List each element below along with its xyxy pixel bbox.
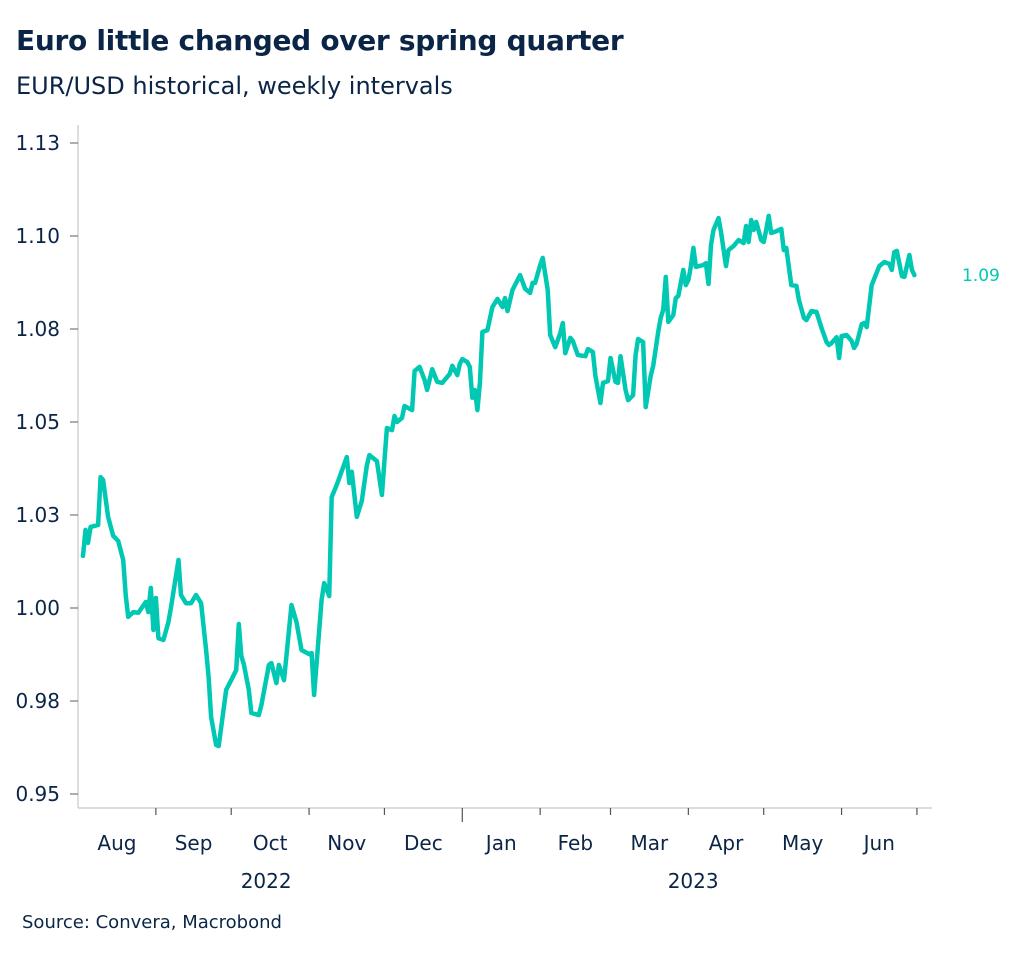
year-label: 2023 — [668, 869, 719, 893]
x-tick-label: Aug — [97, 831, 136, 855]
last-value-label: 1.09 — [962, 266, 1000, 286]
y-tick-label: 1.13 — [15, 131, 60, 155]
x-tick-label: Dec — [404, 831, 443, 855]
source-note: Source: Convera, Macrobond — [22, 912, 282, 933]
y-tick-label: 1.03 — [15, 503, 60, 527]
x-tick-label: Jan — [484, 831, 517, 855]
chart-subtitle: EUR/USD historical, weekly intervals — [16, 72, 453, 100]
x-tick-label: Nov — [327, 831, 366, 855]
y-tick-label: 1.10 — [15, 224, 60, 248]
eur-usd-line — [80, 213, 917, 749]
y-tick-label: 1.00 — [15, 596, 60, 620]
x-tick-label: May — [782, 831, 824, 855]
y-tick-label: 0.98 — [15, 689, 60, 713]
x-axis: Aug Sep Oct Nov Dec Jan Feb Mar Apr May Jun 2022 202… — [97, 808, 918, 893]
y-tick-label: 1.05 — [15, 410, 60, 434]
x-tick-label: Apr — [709, 831, 744, 855]
x-tick-label: Oct — [253, 831, 288, 855]
x-tick-label: Sep — [175, 831, 213, 855]
y-tick-label: 0.95 — [15, 782, 60, 806]
year-label: 2022 — [241, 869, 292, 893]
x-tick-label: Feb — [558, 831, 593, 855]
y-tick-label: 1.08 — [15, 317, 60, 341]
x-tick-label: Mar — [631, 831, 670, 855]
y-axis: 0.95 0.98 1.00 1.03 1.05 1.08 1.10 1.13 — [15, 131, 78, 806]
axes — [77, 125, 932, 809]
x-tick-label: Jun — [862, 831, 895, 855]
chart-title: Euro little changed over spring quarter — [16, 24, 624, 57]
series-layer: 1.09 — [80, 213, 1000, 749]
